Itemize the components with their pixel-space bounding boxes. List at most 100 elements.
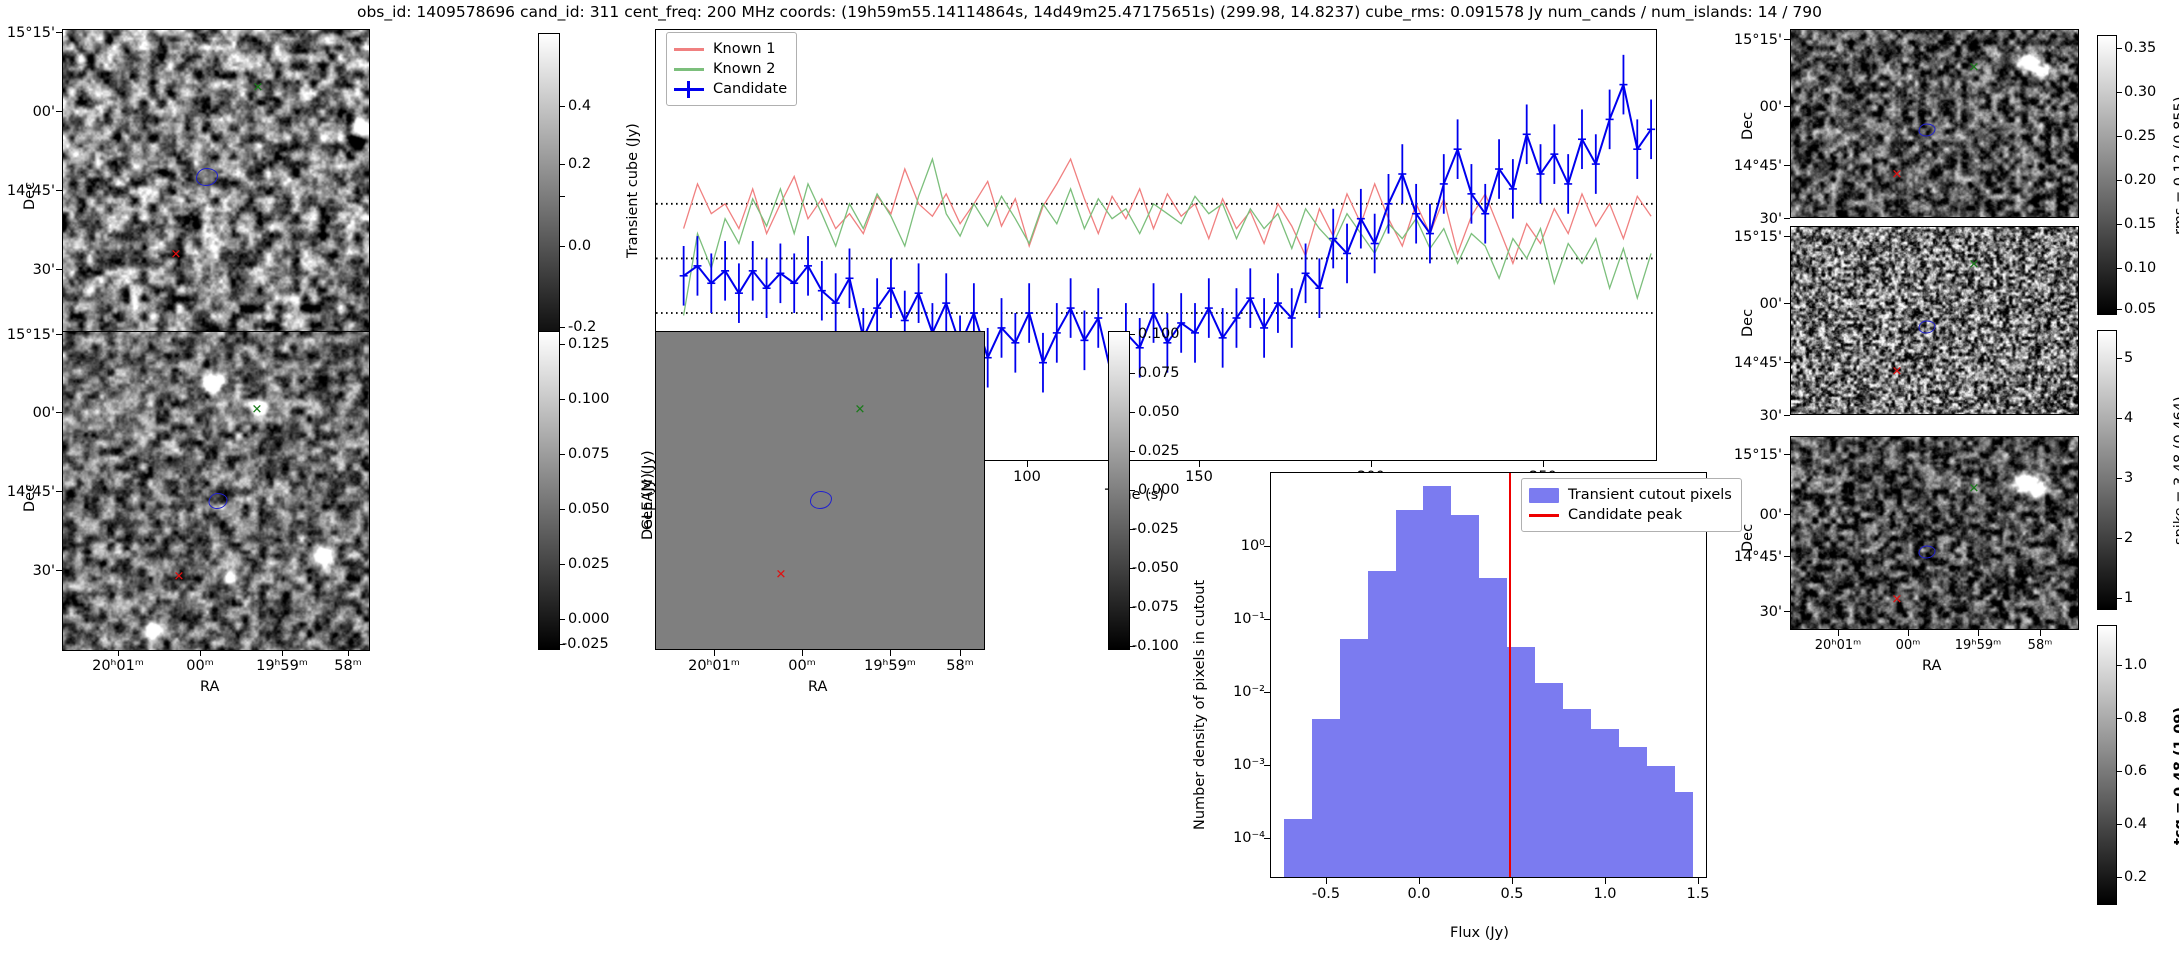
dec-tick-label: 30': [32, 262, 55, 278]
histogram-xtick-label: 1.5: [1686, 886, 1710, 902]
histogram-ytick-label: 10⁻³: [1233, 757, 1265, 773]
panel-flux-histogram[interactable]: [1270, 472, 1707, 878]
colorbar-tick-label: 0.35: [2124, 40, 2157, 56]
known2-marker: ✕: [251, 402, 263, 418]
colorbar-transient-cube: [538, 33, 560, 352]
candidate-peak-line: [1509, 473, 1512, 877]
colorbar-tick-label: 4: [2124, 410, 2134, 426]
colorbar-rms: [2097, 35, 2117, 315]
dec-axis-label: Dec: [22, 181, 38, 210]
colorbar-deep: [1108, 331, 1130, 650]
colorbar-tick-label: 0.15: [2124, 216, 2157, 232]
ra-tick-label: 00ᵐ: [788, 658, 816, 674]
panel-tcg[interactable]: ✕ ✕: [1790, 436, 2079, 630]
legend-label-known2: Known 2: [713, 61, 776, 77]
lightcurve-legend: Known 1 Known 2 Candidate: [666, 32, 798, 106]
colorbar-tick-label: 0.000: [568, 611, 610, 627]
colorbar-label-transient-cube: Transient cube (Jy): [625, 123, 641, 258]
known2-marker: ✕: [1968, 60, 1980, 76]
known1-marker: ✕: [1891, 167, 1903, 183]
dec-tick-label: 00': [32, 405, 55, 421]
dec-axis-label: Dec: [1740, 523, 1756, 552]
dec-tick-label: 00': [32, 104, 55, 120]
colorbar-tick-label: 0.025: [1138, 443, 1180, 459]
colorbar-spike: [2097, 330, 2117, 610]
colorbar-tick-label: 0.05: [2124, 301, 2157, 317]
histogram-bar: [1451, 515, 1480, 877]
ra-tick-label: 19ʰ59ᵐ: [864, 658, 916, 674]
histogram-yaxis-label: Number density of pixels in cutout: [1192, 579, 1208, 830]
legend-row-cutout-pixels: Transient cutout pixels: [1529, 485, 1732, 505]
dec-tick-label: 15°15': [1733, 229, 1782, 245]
known1-swatch: [674, 47, 704, 51]
colorbar-tick-label: -0.025: [1132, 521, 1179, 537]
dec-tick-label: 00': [1759, 507, 1782, 523]
panel-rms[interactable]: ✕ ✕: [1790, 29, 2079, 218]
page-title: obs_id: 1409578696 cand_id: 311 cent_fre…: [356, 3, 1822, 21]
known2-marker: ✕: [854, 402, 866, 418]
dec-tick-label: 15°15': [6, 25, 55, 41]
colorbar-tick-label: 0.050: [1138, 404, 1180, 420]
candidate-island-contour: [810, 491, 832, 509]
legend-row-candidate: Candidate: [674, 79, 787, 99]
legend-label-cutout-pixels: Transient cutout pixels: [1568, 487, 1732, 503]
known1-marker: ✕: [1891, 592, 1903, 608]
known1-marker: ✕: [173, 569, 185, 585]
legend-row-known1: Known 1: [674, 39, 787, 59]
colorbar-tick-label: 0.20: [2124, 172, 2157, 188]
dec-tick-label: 30': [1759, 604, 1782, 620]
colorbar-tick-label: 0.4: [568, 98, 592, 114]
sky-image-rms: [1791, 30, 2078, 217]
dec-axis-label: Dec: [1740, 111, 1756, 140]
lightcurve-xtick-label: 100: [1013, 469, 1041, 485]
dec-axis-label: Dec: [22, 483, 38, 512]
colorbar-tick-label: 0.000: [1138, 482, 1180, 498]
known1-marker: ✕: [1891, 364, 1903, 380]
ra-axis-label: RA: [200, 679, 220, 695]
legend-row-candidate-peak: Candidate peak: [1529, 505, 1732, 525]
candidate-island-contour: [196, 168, 218, 186]
ra-tick-label: 58ᵐ: [2027, 638, 2053, 653]
lightcurve-svg: [656, 54, 1656, 408]
colorbar-tick-label: 0.25: [2124, 128, 2157, 144]
panel-gleam[interactable]: ✕ ✕: [62, 331, 370, 651]
panel-transient-cube[interactable]: ✕ ✕: [62, 29, 370, 354]
dec-tick-label: 14°45': [1733, 549, 1782, 565]
lightcurve-xtick-label: 150: [1185, 469, 1213, 485]
histogram-bar: [1507, 647, 1536, 877]
panel-deep[interactable]: ✕ ✕: [655, 331, 985, 650]
legend-row-known2: Known 2: [674, 59, 787, 79]
panel-spike[interactable]: ✕ ✕: [1790, 226, 2079, 415]
colorbar-tick-label: 0.025: [568, 556, 610, 572]
dec-tick-label: 00': [1759, 99, 1782, 115]
known2-swatch: [674, 67, 704, 71]
histogram-bar: [1311, 718, 1340, 877]
histogram-bar: [1395, 509, 1424, 877]
histogram-bar: [1674, 792, 1694, 877]
candidate-island-contour: [1918, 123, 1936, 137]
colorbar-gleam: [538, 331, 560, 650]
histogram-legend: Transient cutout pixels Candidate peak: [1521, 478, 1742, 532]
colorbar-tick-label: 5: [2124, 350, 2134, 366]
ra-tick-label: 00ᵐ: [186, 658, 214, 674]
dec-tick-label: 30': [32, 563, 55, 579]
colorbar-tick-label: 0.075: [1138, 365, 1180, 381]
colorbar-tick-label: 0.100: [1138, 326, 1180, 342]
histogram-xaxis-label: Flux (Jy): [1450, 925, 1509, 941]
ra-tick-label: 58ᵐ: [334, 658, 362, 674]
histogram-bar: [1562, 708, 1591, 877]
sky-image-transient-cube: [63, 30, 369, 353]
histogram-ytick-label: 10⁻¹: [1233, 611, 1265, 627]
colorbar-tick-label: 2: [2124, 530, 2134, 546]
histogram-ytick-label: 10⁻²: [1233, 684, 1265, 700]
histogram-bar: [1618, 747, 1647, 877]
colorbar-tick-label: 1: [2124, 590, 2134, 606]
dec-tick-label: 14°45': [1733, 355, 1782, 371]
colorbar-tick-label: 3: [2124, 470, 2134, 486]
ra-tick-label: 58ᵐ: [946, 658, 974, 674]
colorbar-tick-label: 0.30: [2124, 84, 2157, 100]
dec-tick-label: 14°45': [6, 183, 55, 199]
known1-marker: ✕: [775, 567, 787, 583]
colorbar-tick-label: 0.2: [2124, 869, 2148, 885]
ra-tick-label: 19ʰ59ᵐ: [256, 658, 308, 674]
